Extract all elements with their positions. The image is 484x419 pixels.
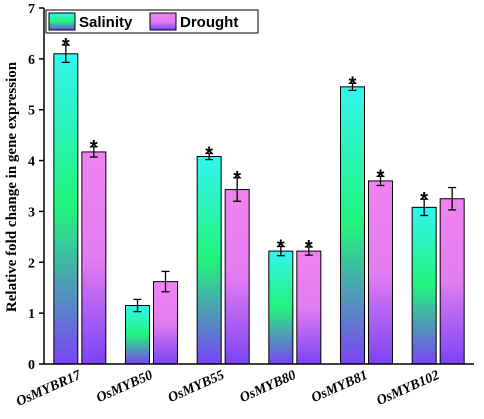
significance-label: *: [62, 35, 70, 57]
bar-drought-OsMYB55: [224, 189, 250, 365]
significance-label: *: [233, 168, 241, 190]
bar-salinity-OsMYB81: [340, 86, 365, 365]
bar-salinity-OsMYB80: [268, 250, 294, 365]
plot-area: ** *** ****: [53, 35, 465, 365]
significance-label: *: [90, 137, 98, 159]
x-tick-label: OsMYB80: [238, 368, 299, 406]
y-tick-label: 7: [28, 2, 35, 17]
significance-label: *: [349, 73, 357, 95]
bar-group-OsMYB55: **: [196, 143, 250, 365]
y-axis-title: Relative fold change in gene expression: [4, 61, 20, 312]
bar-salinity-OsMYBR17: [53, 53, 79, 365]
bar-group-OsMYB50: [125, 270, 178, 365]
x-tick-label: OsMYB81: [309, 368, 370, 406]
significance-label: *: [277, 237, 285, 259]
significance-label: *: [420, 189, 428, 211]
bar-group-OsMYB81: **: [340, 73, 393, 365]
significance-label: *: [377, 166, 385, 188]
bar-salinity-OsMYB50: [125, 305, 150, 365]
y-tick-label: 1: [28, 307, 35, 322]
bar-salinity-OsMYB55: [196, 156, 222, 365]
y-tick-label: 5: [28, 104, 35, 119]
legend: Salinity Drought: [45, 9, 259, 34]
bar-group-OsMYB80: * *: [268, 237, 322, 365]
significance-label: *: [305, 237, 313, 259]
bar-group-OsMYB102: *: [411, 186, 465, 365]
legend-swatch-salinity: [48, 12, 76, 31]
x-tick-label: OsMYBR17: [14, 368, 84, 410]
x-tick-label: OsMYB50: [94, 368, 155, 406]
bar-drought-OsMYB50: [153, 281, 178, 365]
x-tick-label: OsMYB102: [375, 368, 442, 409]
legend-label-salinity: Salinity: [79, 14, 133, 31]
y-tick-label: 0: [28, 358, 35, 373]
legend-label-drought: Drought: [180, 14, 238, 31]
y-axis: 0 1 2 3 4 5 6 7: [28, 2, 45, 373]
significance-label: *: [205, 143, 213, 165]
bar-drought-OsMYB102: [439, 198, 465, 365]
bar-group-OsMYBR17: **: [53, 35, 107, 365]
bar-drought-OsMYBR17: [81, 151, 107, 365]
y-tick-label: 3: [28, 205, 35, 220]
bar-drought-OsMYB80: [296, 250, 322, 365]
y-tick-label: 4: [28, 155, 35, 170]
y-tick-label: 6: [28, 53, 35, 68]
bar-salinity-OsMYB102: [411, 206, 437, 365]
bar-drought-OsMYB81: [368, 180, 393, 365]
legend-swatch-drought: [149, 12, 177, 31]
y-tick-label: 2: [28, 256, 35, 271]
x-axis: OsMYBR17 OsMYB50 OsMYB55 OsMYB80 OsMYB81 OsMY…: [14, 363, 474, 410]
x-tick-label: OsMYB55: [166, 368, 227, 406]
